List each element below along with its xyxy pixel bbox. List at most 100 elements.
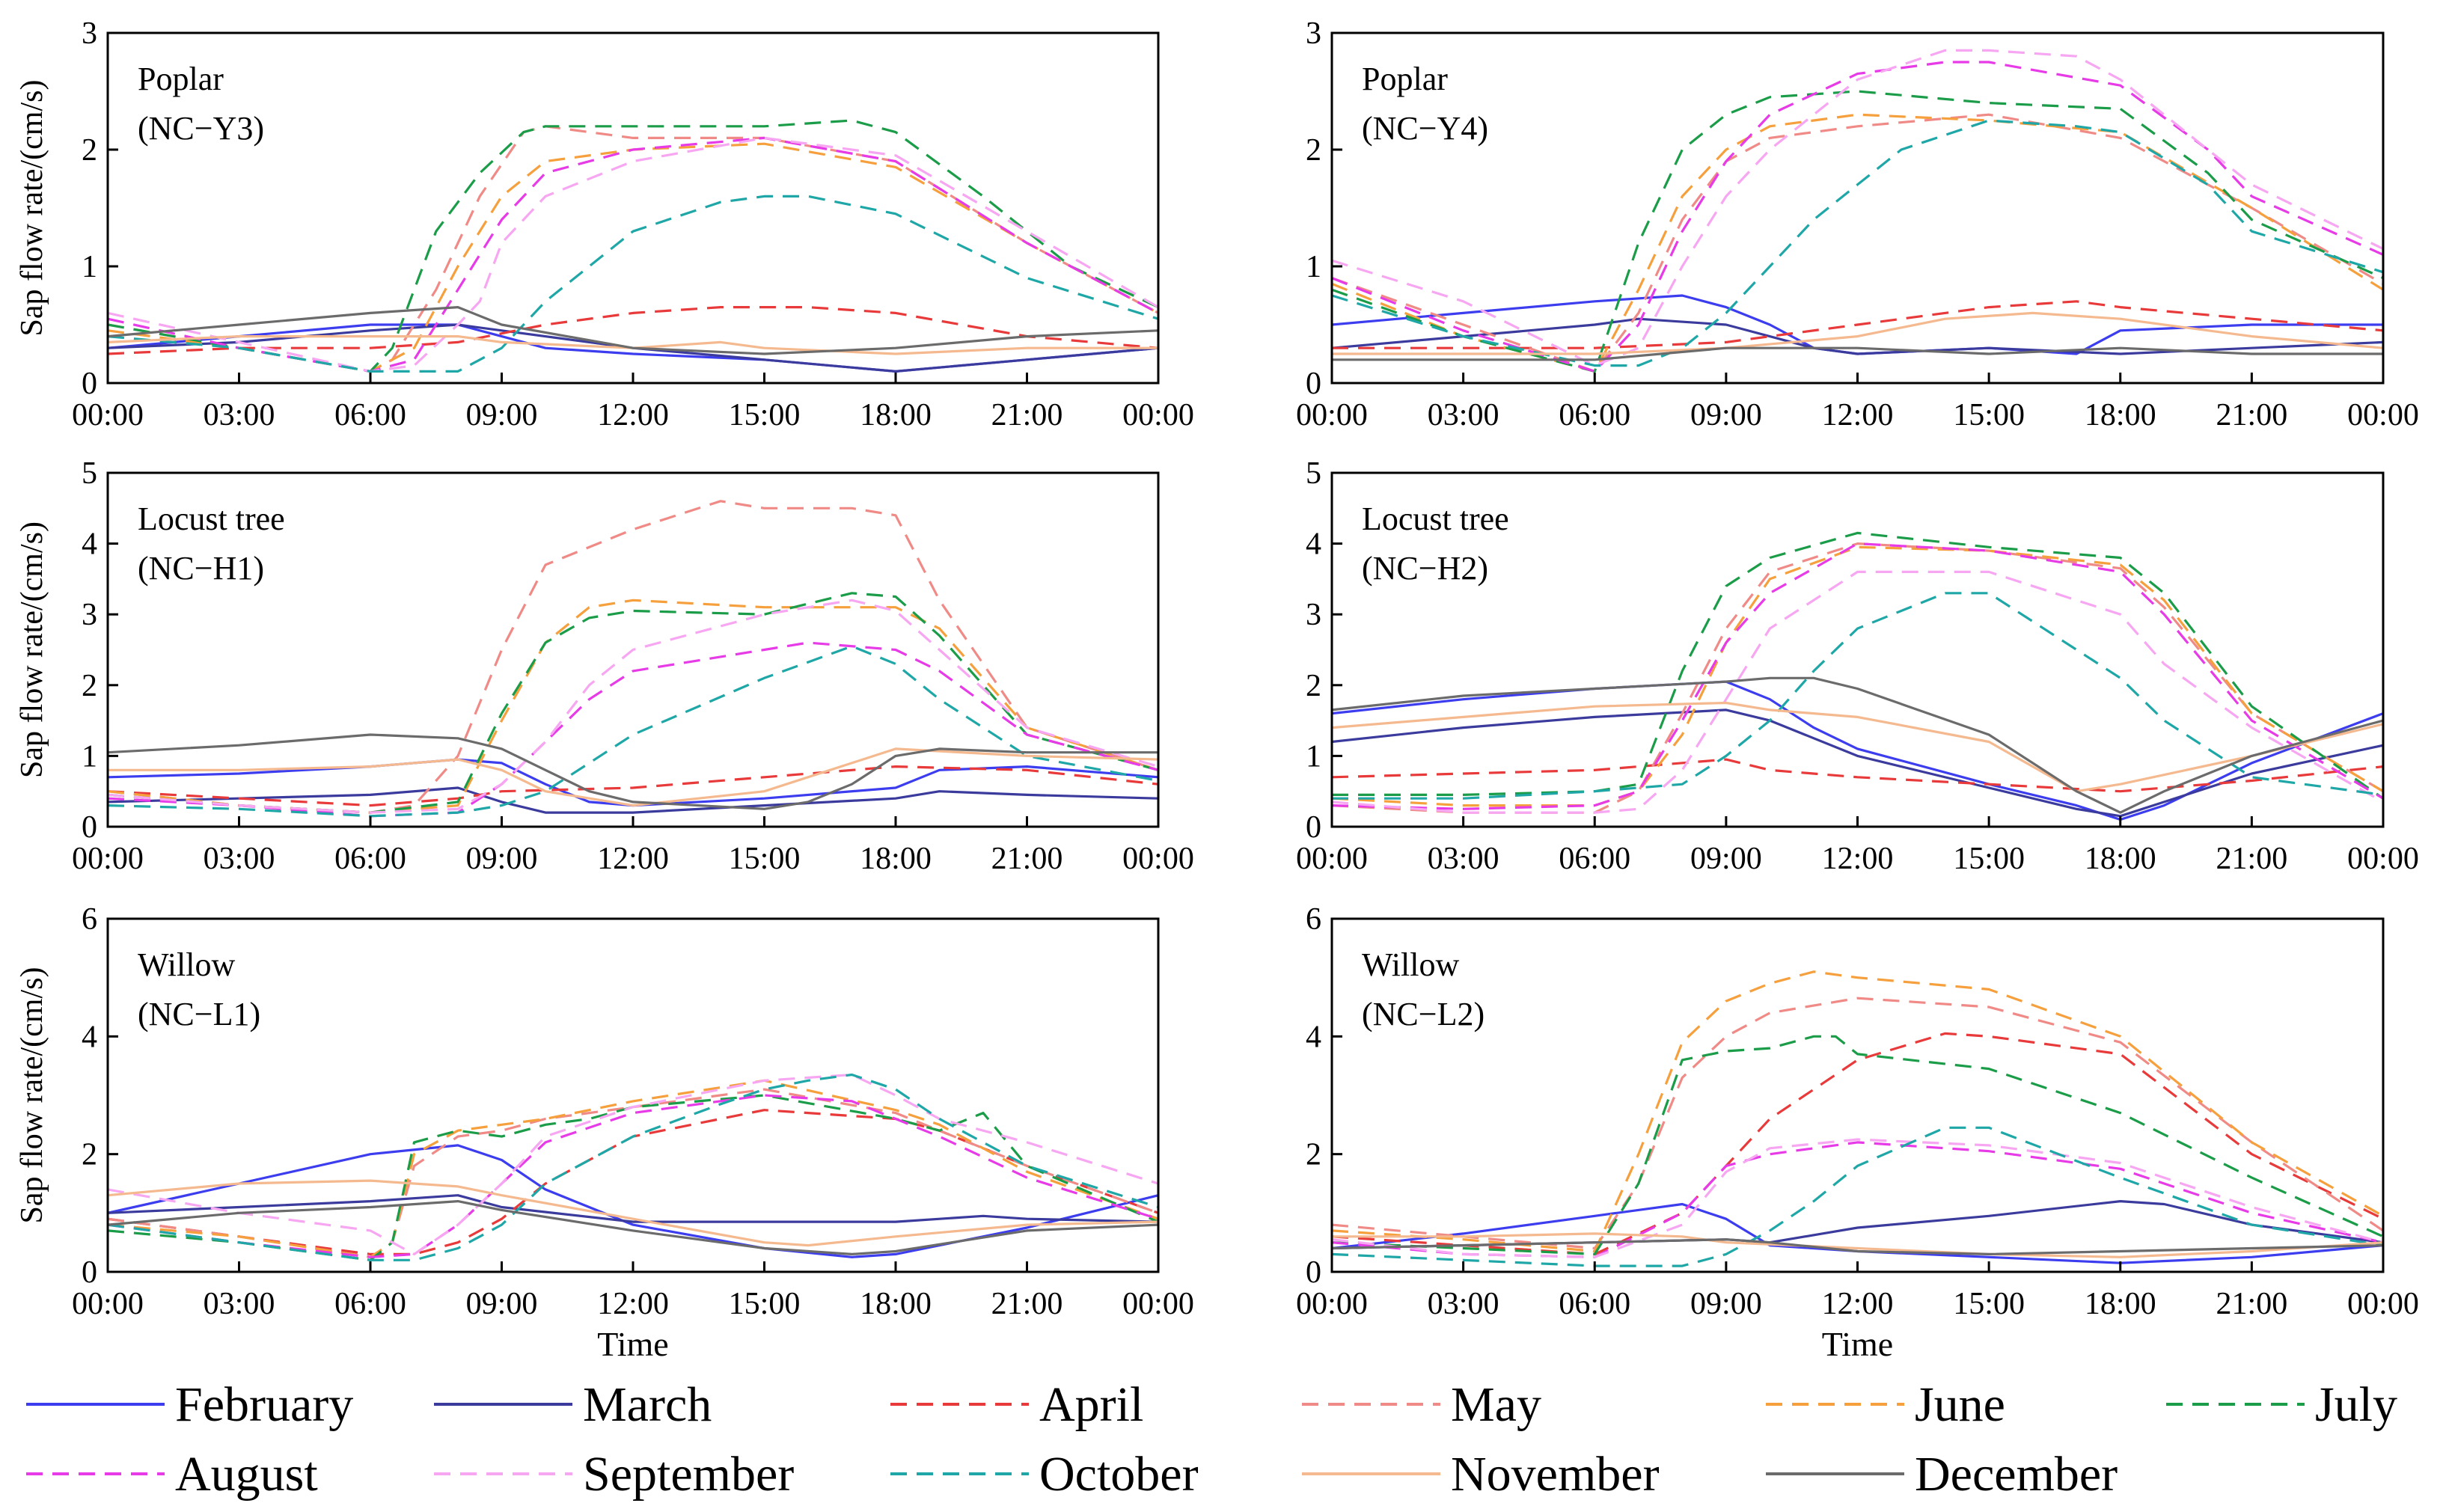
- x-tick-label: 06:00: [1559, 842, 1630, 876]
- x-tick-label: 18:00: [860, 398, 932, 432]
- x-tick-label: 09:00: [1690, 1287, 1762, 1321]
- panel-5: 0 2 4 6 00:00 03:00 06:00 09:00 12:00 15:00 18:00 2…: [15, 902, 1194, 1363]
- series-line-october: [108, 195, 1158, 373]
- legend-item-march: March: [434, 1377, 712, 1432]
- series-line-may: [1332, 113, 2383, 373]
- series-line-may: [1332, 997, 2383, 1250]
- legend-label: April: [1039, 1377, 1143, 1432]
- y-tick-label: 6: [1306, 902, 1321, 937]
- series-line-september: [1332, 570, 2383, 814]
- legend-item-may: May: [1302, 1377, 1541, 1432]
- series-line-november: [1332, 311, 2383, 355]
- legend-item-september: September: [434, 1447, 794, 1502]
- series-line-march: [1332, 708, 2383, 818]
- panel-species-label: Locust tree: [1362, 501, 1509, 537]
- series-line-april: [1332, 300, 2383, 349]
- x-tick-label: 03:00: [1428, 842, 1499, 876]
- series-group: [108, 500, 1158, 818]
- x-tick-label: 06:00: [334, 1287, 406, 1321]
- series-line-october: [108, 1073, 1158, 1261]
- y-tick-label: 3: [82, 16, 97, 51]
- legend-item-june: June: [1766, 1377, 2005, 1432]
- panel-species-label: Willow: [1362, 946, 1459, 983]
- series-line-april: [108, 306, 1158, 355]
- x-tick-label: 06:00: [334, 398, 406, 432]
- series-line-june: [108, 599, 1158, 814]
- legend-label: August: [175, 1447, 318, 1502]
- x-tick-label: 12:00: [597, 398, 669, 432]
- y-axis-label: Sap flow rate/(cm/s): [15, 521, 49, 778]
- x-tick-label: 00:00: [72, 398, 144, 432]
- panel-3: 0 1 2 3 4 5 00:00 03:00 06:00 09:00 12:00 15:00 18:0…: [15, 456, 1194, 876]
- series-line-december: [1332, 1238, 2383, 1256]
- y-tick-label: 4: [82, 1020, 97, 1054]
- legend-item-july: July: [2166, 1377, 2397, 1432]
- series-line-april: [108, 765, 1158, 807]
- x-tick-label: 21:00: [991, 398, 1063, 432]
- series-line-october: [1332, 119, 2383, 367]
- x-tick-label: 15:00: [1953, 842, 2025, 876]
- series-line-september: [108, 599, 1158, 814]
- y-tick-label: 0: [1306, 810, 1321, 845]
- series-line-november: [108, 747, 1158, 807]
- y-tick-label: 2: [82, 1138, 97, 1172]
- series-group: [1332, 970, 2383, 1267]
- panel-species-label: Willow: [138, 946, 235, 983]
- x-tick-label: 09:00: [1690, 398, 1762, 432]
- x-tick-label: 15:00: [729, 842, 801, 876]
- panel-species-label: Poplar: [1362, 61, 1448, 97]
- series-line-december: [108, 1199, 1158, 1256]
- y-tick-label: 0: [82, 810, 97, 845]
- series-line-july: [1332, 90, 2383, 373]
- y-tick-label: 6: [82, 902, 97, 937]
- x-tick-label: 03:00: [1428, 398, 1499, 432]
- series-line-july: [108, 119, 1158, 373]
- y-tick-label: 0: [1306, 367, 1321, 401]
- x-tick-label: 00:00: [72, 842, 144, 876]
- series-line-october: [108, 645, 1158, 818]
- series-line-march: [108, 786, 1158, 814]
- x-tick-label: 06:00: [334, 842, 406, 876]
- x-tick-label: 03:00: [204, 1287, 275, 1321]
- x-axis-label: Time: [597, 1325, 668, 1363]
- series-line-october: [1332, 592, 2383, 800]
- legend-label: March: [583, 1377, 712, 1432]
- series-group: [108, 119, 1158, 373]
- y-tick-label: 0: [82, 1255, 97, 1290]
- x-tick-label: 00:00: [1296, 398, 1368, 432]
- panel-site-label: (NC−H2): [1362, 550, 1488, 587]
- x-tick-label: 12:00: [1822, 842, 1894, 876]
- x-tick-label: 21:00: [2216, 1287, 2288, 1321]
- x-tick-label: 21:00: [2216, 842, 2288, 876]
- legend-item-february: February: [26, 1377, 353, 1432]
- y-tick-label: 1: [82, 250, 97, 284]
- series-line-september: [108, 1073, 1158, 1256]
- series-line-december: [1332, 676, 2383, 814]
- x-tick-label: 00:00: [1296, 1287, 1368, 1321]
- x-axis-label: Time: [1822, 1325, 1893, 1363]
- series-line-june: [108, 1079, 1158, 1258]
- y-tick-label: 1: [1306, 739, 1321, 774]
- series-line-december: [108, 306, 1158, 355]
- legend-label: December: [1915, 1447, 2118, 1502]
- x-tick-label: 00:00: [2347, 842, 2419, 876]
- series-line-december: [108, 733, 1158, 810]
- y-axis-label: Sap flow rate/(cm/s): [15, 967, 49, 1224]
- x-tick-label: 00:00: [72, 1287, 144, 1321]
- legend-item-april: April: [890, 1377, 1143, 1432]
- legend-label: May: [1451, 1377, 1541, 1432]
- x-tick-label: 18:00: [2085, 398, 2156, 432]
- legend-label: July: [2315, 1377, 2397, 1432]
- plot-frame: [1330, 31, 2385, 385]
- y-tick-label: 5: [82, 456, 97, 491]
- x-tick-label: 09:00: [466, 398, 538, 432]
- y-tick-label: 5: [1306, 456, 1321, 491]
- x-tick-label: 15:00: [1953, 1287, 2025, 1321]
- series-group: [1332, 49, 2383, 373]
- x-tick-label: 06:00: [1559, 1287, 1630, 1321]
- x-tick-label: 06:00: [1559, 398, 1630, 432]
- legend-label: June: [1915, 1377, 2005, 1432]
- legend-item-october: October: [890, 1447, 1199, 1502]
- x-tick-label: 03:00: [1428, 1287, 1499, 1321]
- x-tick-label: 15:00: [729, 398, 801, 432]
